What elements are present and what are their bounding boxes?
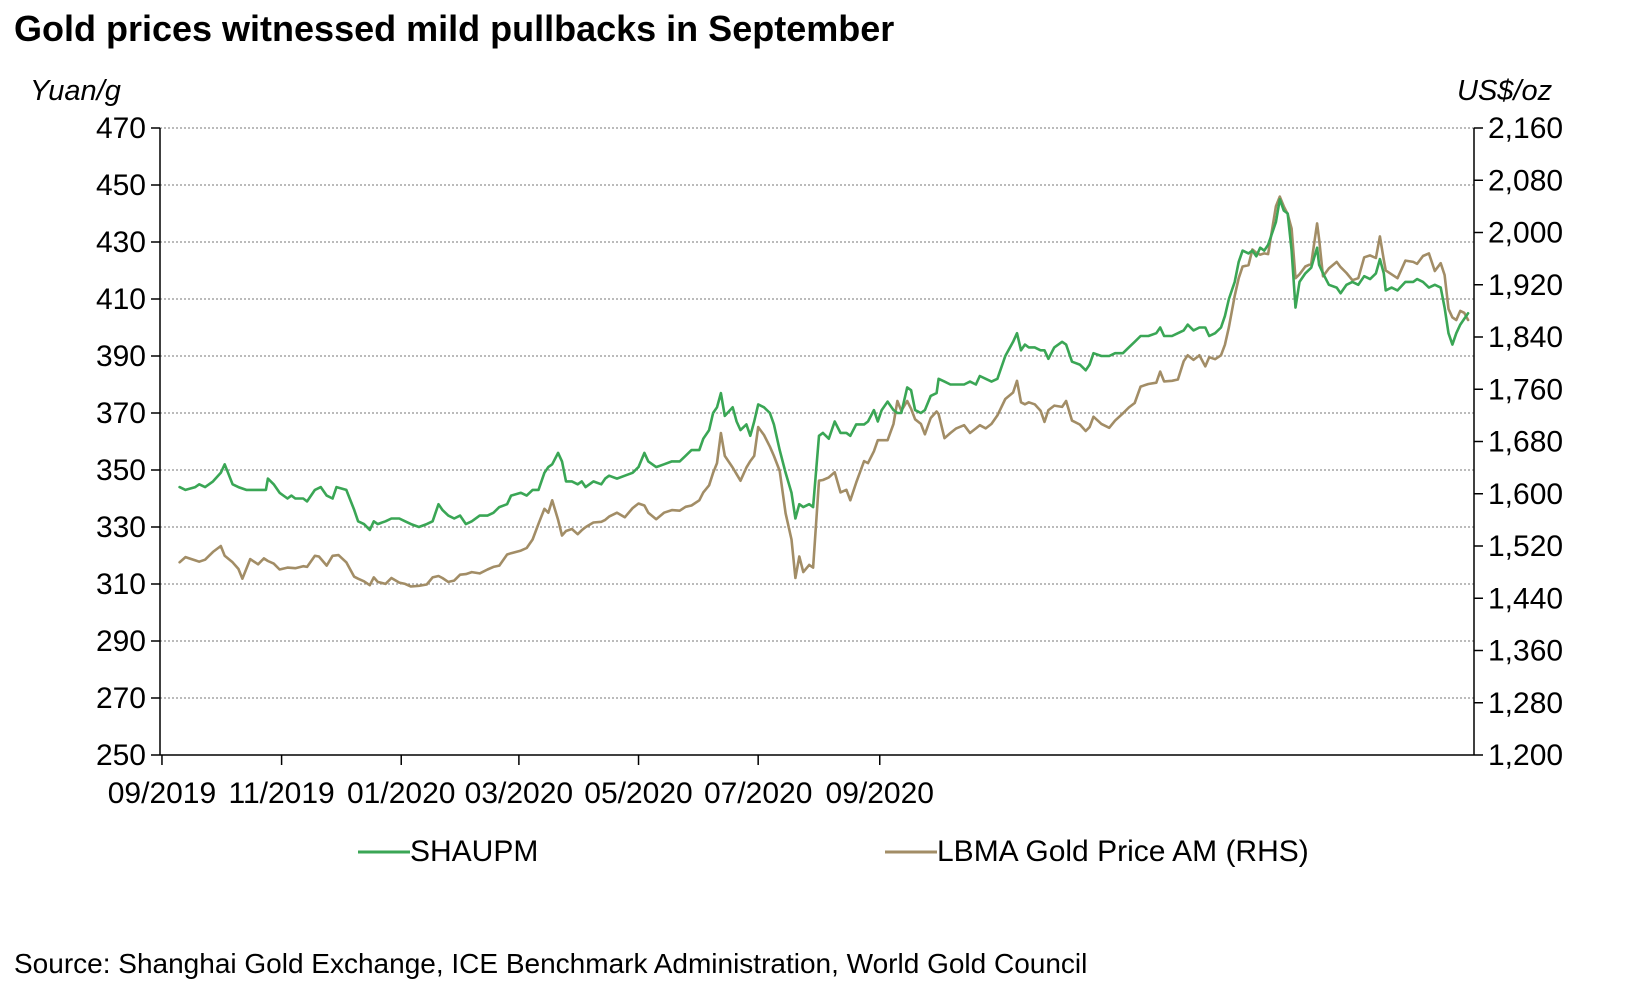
lbma-series-line [178,195,1470,588]
left-tick-label: 470 [96,112,146,145]
right-tick-label: 1,600 [1488,478,1563,511]
right-tick-label: 1,760 [1488,373,1563,406]
x-tick-label: 07/2020 [704,777,812,810]
chart-title: Gold prices witnessed mild pullbacks in … [14,8,895,49]
shaupm-series-line [178,198,1470,532]
axes: 250 270 290 310 330 350 370 390 410 430 450 470 1,20… [96,112,1563,810]
series-lines [178,195,1470,588]
x-tick-label: 01/2020 [347,777,455,810]
x-tick-label: 09/2019 [108,777,216,810]
left-tick-label: 310 [96,568,146,601]
right-tick-label: 1,840 [1488,321,1563,354]
x-tick-label: 05/2020 [584,777,692,810]
left-tick-label: 390 [96,340,146,373]
left-tick-label: 290 [96,625,146,658]
source-note: Source: Shanghai Gold Exchange, ICE Benc… [14,948,1088,979]
right-tick-label: 1,920 [1488,269,1563,302]
legend-label: LBMA Gold Price AM (RHS) [937,835,1309,868]
right-tick-label: 1,440 [1488,582,1563,615]
left-axis-unit: Yuan/g [30,75,121,107]
left-tick-label: 370 [96,397,146,430]
legend-label: SHAUPM [410,835,538,868]
right-tick-label: 1,520 [1488,530,1563,563]
right-tick-label: 1,200 [1488,739,1563,772]
right-axis-unit: US$/oz [1457,75,1553,107]
x-tick-label: 09/2020 [826,777,934,810]
left-tick-label: 410 [96,283,146,316]
left-tick-label: 450 [96,169,146,202]
left-tick-label: 330 [96,511,146,544]
right-tick-label: 2,160 [1488,112,1563,145]
right-tick-label: 2,000 [1488,217,1563,250]
x-tick-label: 03/2020 [465,777,573,810]
right-tick-label: 1,360 [1488,635,1563,668]
left-tick-label: 430 [96,226,146,259]
right-tick-label: 2,080 [1488,164,1563,197]
x-tick-label: 11/2019 [228,777,334,810]
left-tick-label: 270 [96,682,146,715]
legend: SHAUPM LBMA Gold Price AM (RHS) [358,835,1309,868]
right-tick-label: 1,680 [1488,426,1563,459]
left-tick-label: 250 [96,739,146,772]
left-tick-label: 350 [96,454,146,487]
right-tick-label: 1,280 [1488,687,1563,720]
